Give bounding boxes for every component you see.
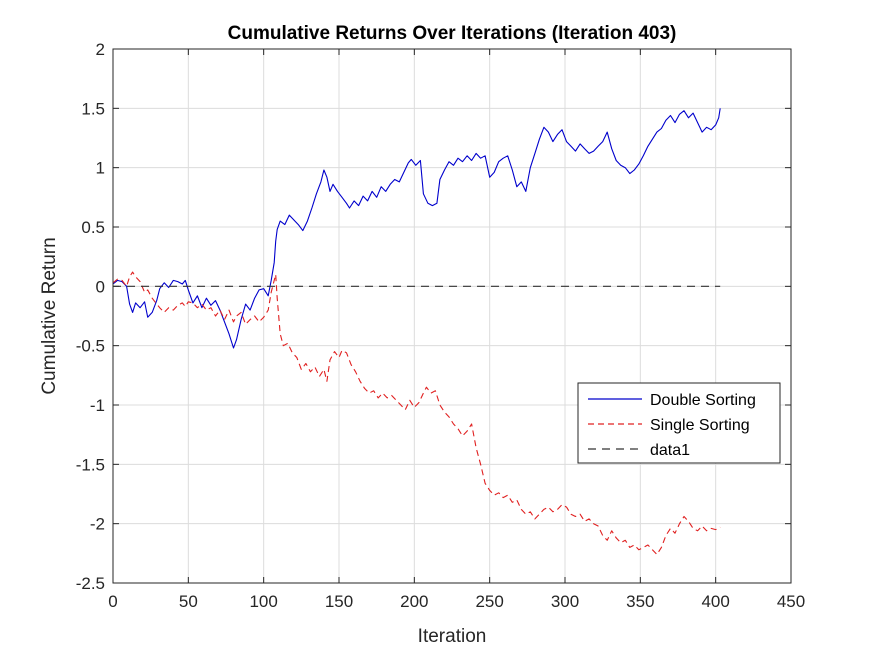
x-tick-label: 300 (551, 592, 579, 611)
x-tick-label: 250 (475, 592, 503, 611)
y-tick-label: 0 (96, 277, 105, 296)
y-tick-label: -2.5 (76, 574, 105, 593)
y-tick-label: 0.5 (81, 218, 105, 237)
x-tick-label: 0 (108, 592, 117, 611)
legend-label-data1: data1 (650, 442, 690, 459)
legend-label-single-sorting: Single Sorting (650, 417, 750, 434)
x-tick-label: 450 (777, 592, 805, 611)
plot-area (113, 49, 791, 583)
series-layer (112, 108, 721, 556)
y-tick-label: 1.5 (81, 99, 105, 118)
y-axis-label: Cumulative Return (39, 237, 60, 394)
x-tick-label: 50 (179, 592, 198, 611)
y-tick-label: -0.5 (76, 337, 105, 356)
plot-frame (112, 48, 792, 584)
y-tick-label: 2 (96, 40, 105, 59)
y-tick-label: -2 (90, 515, 105, 534)
y-tick-label: -1.5 (76, 455, 105, 474)
y-tick-label: -1 (90, 396, 105, 415)
series-line-double-sorting (112, 108, 721, 349)
x-tick-labels: 0 50 100 150 200 250 300 350 400 450 (108, 592, 805, 611)
legend: Double Sorting Single Sorting data1 (577, 382, 781, 464)
chart-title: Cumulative Returns Over Iterations (Iter… (228, 23, 677, 44)
y-tick-label: 1 (96, 159, 105, 178)
x-tick-label: 150 (325, 592, 353, 611)
legend-label-double-sorting: Double Sorting (650, 392, 756, 409)
legend-box (577, 382, 781, 464)
x-tick-label: 350 (626, 592, 654, 611)
x-tick-label: 200 (400, 592, 428, 611)
x-axis-label: Iteration (418, 626, 487, 647)
y-tick-labels: -2.5 -2 -1.5 -1 -0.5 0 0.5 1 1.5 2 (76, 40, 105, 593)
x-tick-label: 400 (701, 592, 729, 611)
x-tick-label: 100 (249, 592, 277, 611)
